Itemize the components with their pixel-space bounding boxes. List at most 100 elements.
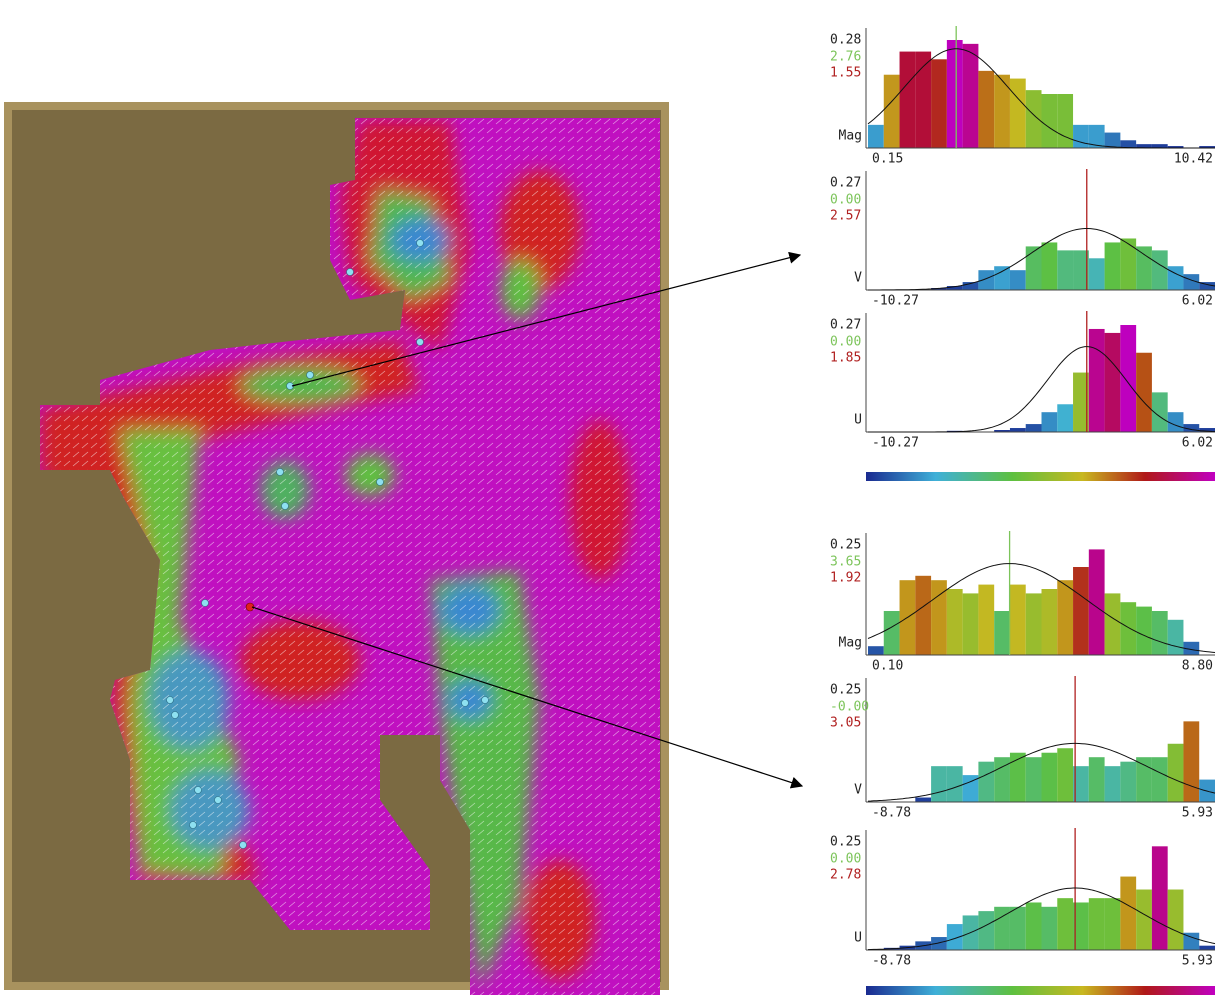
colorbar [866, 472, 1215, 481]
histogram-bar [868, 124, 884, 148]
histogram-bar [1025, 593, 1042, 655]
histogram-bar [1088, 757, 1105, 802]
histogram-bar [1073, 372, 1089, 432]
std-label: 1.55 [830, 66, 861, 81]
histogram-bar [1025, 90, 1042, 148]
y-axis-label: U [854, 413, 862, 428]
histogram-bar [1025, 902, 1042, 950]
histogram-bar [1057, 94, 1074, 148]
y-tick-label: 0.27 [830, 176, 861, 191]
y-axis-label: Mag [839, 636, 862, 651]
histogram-bar [1120, 238, 1137, 290]
mean-label: 2.76 [830, 50, 861, 65]
histogram-bar [915, 797, 932, 802]
mean-label: 0.00 [830, 193, 861, 208]
histogram-bar [1151, 611, 1168, 655]
mean-label: 3.65 [830, 555, 861, 570]
histogram-bar [1183, 932, 1200, 950]
histogram-bar [1009, 584, 1026, 655]
histogram-bar [1088, 124, 1105, 148]
y-tick-label: 0.28 [830, 33, 861, 48]
histogram-bar [994, 430, 1010, 432]
std-label: 2.78 [830, 868, 861, 883]
gaussian-fit [868, 346, 1216, 433]
x-tick-label: 8.80 [1182, 659, 1213, 674]
histogram-bar [1136, 144, 1152, 148]
histogram-bar [1088, 898, 1105, 950]
histogram-bar [978, 911, 995, 950]
histogram-bar [1088, 328, 1105, 432]
histogram-bar [1057, 250, 1074, 290]
histogram-bar [931, 766, 947, 802]
x-tick-label: 10.42 [1174, 152, 1213, 167]
histogram-bar [1151, 757, 1168, 802]
histogram-bar [915, 51, 932, 149]
histogram-bar [1009, 752, 1026, 802]
y-axis-label: Mag [839, 129, 862, 144]
histogram-bar [899, 51, 916, 149]
histogram-bar [1057, 580, 1074, 655]
x-tick-label: 6.02 [1182, 294, 1213, 309]
histogram-bar [946, 286, 963, 290]
histogram-bar [1167, 619, 1184, 655]
x-tick-label: 0.10 [872, 659, 903, 674]
histogram-bar [1025, 424, 1042, 432]
x-tick-label: 6.02 [1182, 436, 1213, 451]
histogram-bar [1120, 761, 1137, 802]
histogram-bar [1136, 606, 1152, 655]
std-label: 2.57 [830, 209, 861, 224]
histogram-bar [1151, 250, 1168, 290]
histogram-bar [1073, 902, 1089, 950]
histogram-bar [1088, 549, 1105, 655]
histogram-bar [1199, 282, 1215, 290]
y-tick-label: 0.25 [830, 538, 861, 553]
histogram-bar [931, 580, 947, 655]
histogram-bar [994, 266, 1010, 290]
histogram-bar [931, 937, 947, 950]
gaussian-fit [868, 228, 1216, 291]
histogram-bar [1199, 945, 1215, 950]
histogram-bar [1120, 876, 1137, 950]
histogram-bar [1104, 766, 1121, 802]
gaussian-fit [867, 48, 1215, 149]
histogram-bar [1167, 266, 1184, 290]
histogram-bar [994, 906, 1010, 950]
histogram-bar [946, 766, 963, 802]
histogram-bar [883, 611, 900, 655]
histogram-bar [1104, 898, 1121, 950]
histogram-bar [1009, 78, 1026, 148]
histogram-bar [1009, 906, 1026, 950]
histogram-bar [1057, 748, 1074, 802]
histogram-bar [1167, 889, 1184, 950]
x-tick-label: 5.93 [1182, 954, 1213, 969]
histogram-bar [978, 584, 995, 655]
histogram-bar [1104, 332, 1121, 432]
histogram-bar [883, 74, 900, 148]
histogram-bar [962, 43, 979, 148]
histogram-bar [962, 282, 979, 290]
y-axis-label: V [854, 271, 862, 286]
y-axis-label: U [854, 931, 862, 946]
histogram-bar [1120, 325, 1137, 432]
std-label: 3.05 [830, 716, 861, 731]
histogram-bar [1136, 246, 1152, 290]
histogram-bar [1151, 144, 1168, 148]
histogram-bar [1104, 132, 1121, 148]
histogram-bar [1041, 412, 1058, 432]
mean-label: 0.00 [830, 335, 861, 350]
histogram-bar [931, 59, 947, 148]
histogram-bar [1136, 889, 1152, 950]
histogram-bar [1199, 146, 1215, 148]
histogram-bar [1167, 743, 1184, 802]
x-tick-label: -8.78 [872, 806, 911, 821]
std-label: 1.92 [830, 571, 861, 586]
histogram-bar [1025, 757, 1042, 802]
histogram-bar [946, 40, 963, 148]
histogram-bar [1041, 94, 1058, 148]
histogram-bar [1041, 242, 1058, 290]
histogram-bar [946, 589, 963, 655]
histogram-bar [1136, 352, 1152, 432]
histogram-bar [1151, 392, 1168, 432]
histogram-bar [1183, 721, 1200, 802]
